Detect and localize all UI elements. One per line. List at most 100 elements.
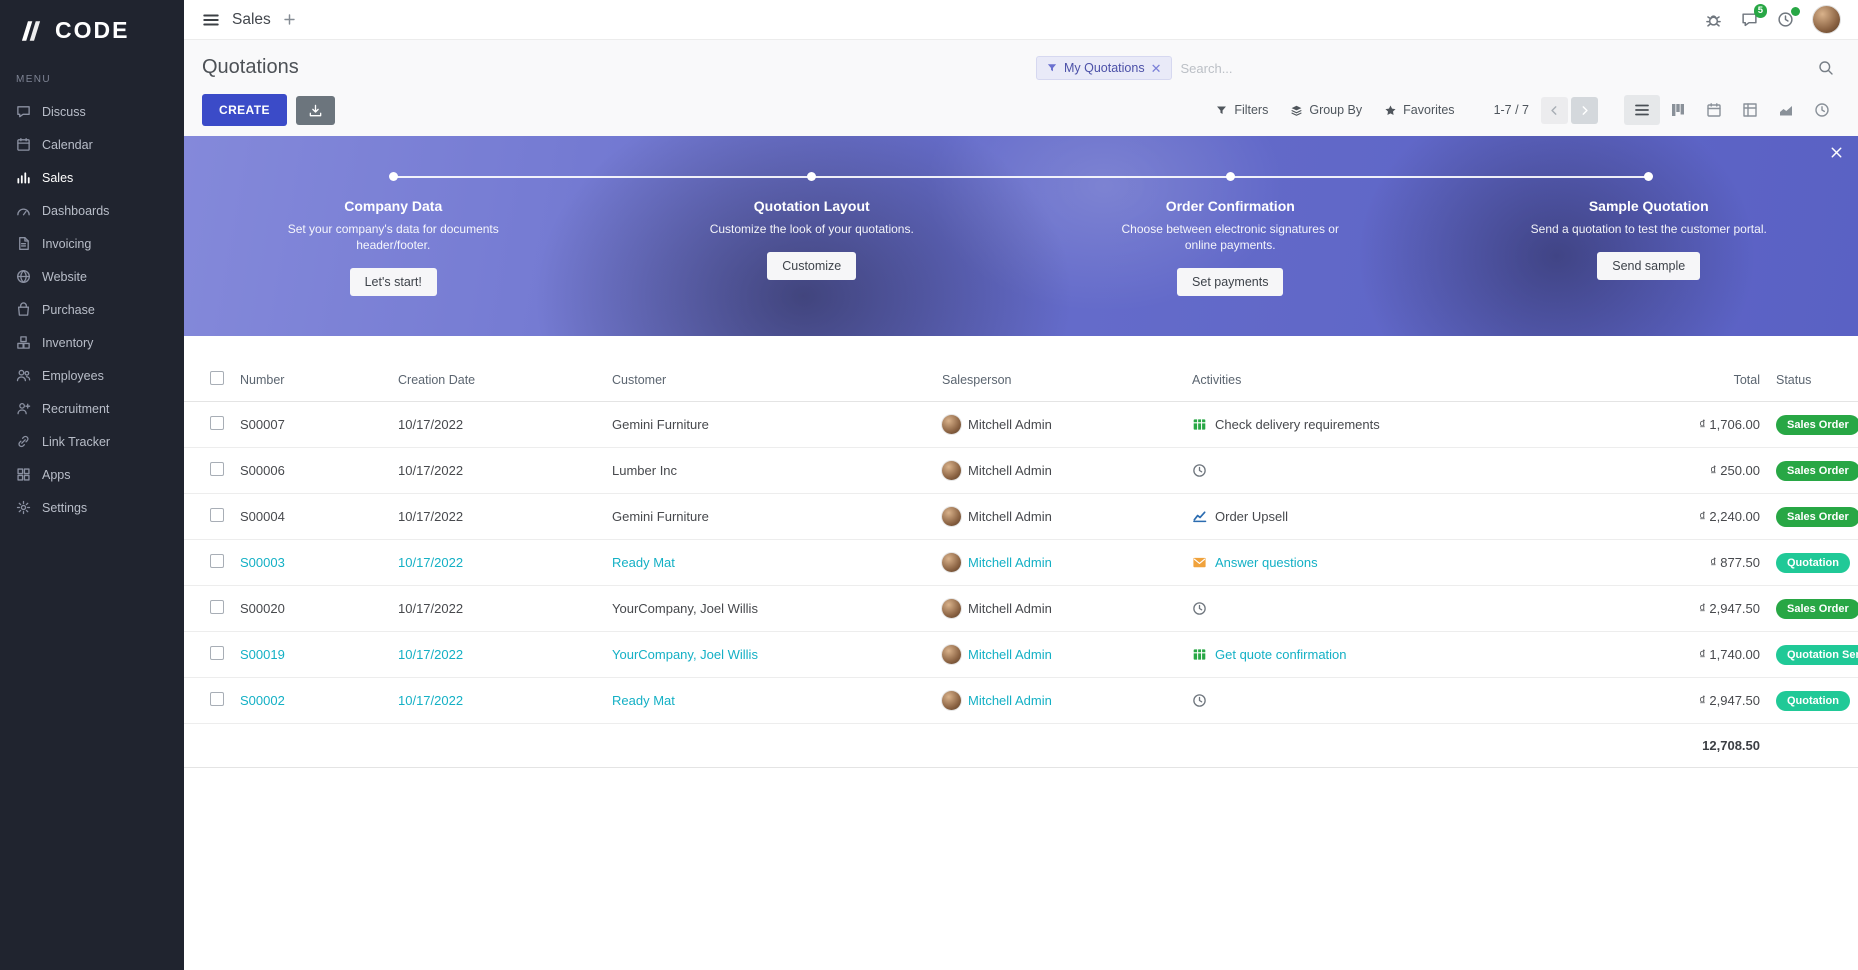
salesperson-name: Mitchell Admin	[968, 463, 1052, 478]
table-row[interactable]: S00006 10/17/2022 Lumber Inc Mitchell Ad…	[184, 448, 1858, 494]
step-action-button[interactable]: Set payments	[1177, 268, 1284, 297]
pager-next-button[interactable]	[1571, 96, 1598, 124]
cell-activities[interactable]	[1192, 463, 1574, 478]
current-app-name[interactable]: Sales	[232, 10, 271, 28]
column-header-activities[interactable]: Activities	[1192, 372, 1242, 387]
step-action-button[interactable]: Let's start!	[349, 268, 437, 297]
salesperson-avatar	[942, 415, 961, 434]
column-header-customer[interactable]: Customer	[612, 372, 667, 387]
row-checkbox[interactable]	[210, 646, 224, 660]
view-switch-calendar[interactable]	[1696, 95, 1732, 125]
create-button[interactable]: CREATE	[202, 94, 287, 126]
search-icon[interactable]	[1818, 60, 1834, 76]
column-header-number[interactable]: Number	[240, 372, 285, 387]
page-title: Quotations	[202, 56, 299, 78]
cell-activities[interactable]	[1192, 693, 1574, 708]
column-header-total[interactable]: Total	[1733, 372, 1760, 387]
step-action-button[interactable]: Customize	[767, 252, 857, 281]
cell-activities[interactable]	[1192, 601, 1574, 616]
bug-icon[interactable]	[1705, 11, 1722, 28]
sidebar-item-website[interactable]: Website	[0, 260, 184, 293]
sidebar-item-inventory[interactable]: Inventory	[0, 326, 184, 359]
messages-count-badge: 5	[1753, 4, 1767, 18]
select-all-checkbox[interactable]	[210, 371, 224, 385]
envelope-icon	[1192, 555, 1207, 570]
cell-number: S00004	[240, 509, 285, 524]
pager-counter: 1-7 / 7	[1493, 103, 1529, 117]
sidebar-item-employees[interactable]: Employees	[0, 359, 184, 392]
cell-activities[interactable]: Check delivery requirements	[1192, 417, 1574, 432]
banner-close-button[interactable]	[1829, 145, 1844, 160]
activity-view-icon	[1814, 102, 1830, 118]
download-icon	[308, 103, 323, 118]
cell-number: S00003	[240, 555, 285, 570]
row-checkbox[interactable]	[210, 692, 224, 706]
sidebar-item-purchase[interactable]: Purchase	[0, 293, 184, 326]
hamburger-menu-icon[interactable]	[202, 11, 220, 29]
cell-activities[interactable]: Answer questions	[1192, 555, 1574, 570]
table-body: S00007 10/17/2022 Gemini Furniture Mitch…	[184, 402, 1858, 724]
activity-label: Answer questions	[1215, 555, 1318, 570]
sidebar-nav: Discuss Calendar Sales Dashboards Invoic…	[0, 95, 184, 524]
messages-icon[interactable]: 5	[1741, 4, 1767, 28]
search-input[interactable]	[1180, 60, 1809, 76]
control-panel: Quotations My Quotations ✕ CREATE	[184, 40, 1858, 136]
filters-button[interactable]: Filters	[1204, 97, 1279, 123]
view-switch-list[interactable]	[1624, 95, 1660, 125]
app-logo[interactable]: CODE	[0, 0, 184, 52]
sidebar-item-discuss[interactable]: Discuss	[0, 95, 184, 128]
sidebar-item-apps[interactable]: Apps	[0, 458, 184, 491]
row-checkbox[interactable]	[210, 416, 224, 430]
user-avatar[interactable]	[1813, 6, 1840, 33]
table-row[interactable]: S00003 10/17/2022 Ready Mat Mitchell Adm…	[184, 540, 1858, 586]
main-area: Sales 5 Quotations	[184, 0, 1858, 970]
cell-salesperson: Mitchell Admin	[942, 599, 1192, 618]
favorites-button[interactable]: Favorites	[1373, 97, 1465, 123]
table-header-row: Number Creation Date Customer Salesperso…	[184, 358, 1858, 402]
row-checkbox[interactable]	[210, 462, 224, 476]
row-checkbox[interactable]	[210, 554, 224, 568]
view-switch-kanban[interactable]	[1660, 95, 1696, 125]
view-switch-pivot[interactable]	[1732, 95, 1768, 125]
group-by-button[interactable]: Group By	[1279, 97, 1373, 123]
cell-number: S00006	[240, 463, 285, 478]
export-button[interactable]	[295, 95, 335, 125]
recruitment-icon	[16, 401, 31, 416]
column-header-status[interactable]: Status	[1776, 372, 1812, 387]
cell-activities[interactable]: Order Upsell	[1192, 509, 1574, 524]
salesperson-avatar	[942, 645, 961, 664]
sidebar-item-dashboards[interactable]: Dashboards	[0, 194, 184, 227]
sidebar-item-label: Settings	[42, 500, 88, 515]
facet-remove-icon[interactable]: ✕	[1150, 60, 1162, 76]
sidebar-item-settings[interactable]: Settings	[0, 491, 184, 524]
search-facet-label: My Quotations	[1064, 61, 1145, 75]
table-row[interactable]: S00004 10/17/2022 Gemini Furniture Mitch…	[184, 494, 1858, 540]
row-checkbox[interactable]	[210, 508, 224, 522]
cell-salesperson: Mitchell Admin	[942, 553, 1192, 572]
column-header-salesperson[interactable]: Salesperson	[942, 372, 1012, 387]
table-row[interactable]: S00002 10/17/2022 Ready Mat Mitchell Adm…	[184, 678, 1858, 724]
view-switch-activity[interactable]	[1804, 95, 1840, 125]
activities-icon[interactable]	[1777, 7, 1800, 28]
salesperson-avatar	[942, 507, 961, 526]
step-action-button[interactable]: Send sample	[1597, 252, 1701, 281]
pager-previous-button[interactable]	[1541, 96, 1568, 124]
table-row[interactable]: S00020 10/17/2022 YourCompany, Joel Will…	[184, 586, 1858, 632]
sidebar-item-invoicing[interactable]: Invoicing	[0, 227, 184, 260]
sidebar-item-recruitment[interactable]: Recruitment	[0, 392, 184, 425]
table-row[interactable]: S00019 10/17/2022 YourCompany, Joel Will…	[184, 632, 1858, 678]
search-facet[interactable]: My Quotations ✕	[1036, 56, 1172, 80]
sidebar-item-calendar[interactable]: Calendar	[0, 128, 184, 161]
logo-text: CODE	[55, 17, 130, 43]
cell-total: ₫ 2,240.00	[1699, 509, 1760, 524]
search-bar[interactable]: My Quotations ✕	[1030, 53, 1840, 83]
sidebar-item-link-tracker[interactable]: Link Tracker	[0, 425, 184, 458]
view-switch-graph[interactable]	[1768, 95, 1804, 125]
column-header-creation-date[interactable]: Creation Date	[398, 372, 476, 387]
table-row[interactable]: S00007 10/17/2022 Gemini Furniture Mitch…	[184, 402, 1858, 448]
sidebar-item-sales[interactable]: Sales	[0, 161, 184, 194]
onboarding-step: Company Data Set your company's data for…	[184, 172, 603, 336]
cell-activities[interactable]: Get quote confirmation	[1192, 647, 1574, 662]
row-checkbox[interactable]	[210, 600, 224, 614]
add-tab-icon[interactable]	[283, 13, 296, 26]
